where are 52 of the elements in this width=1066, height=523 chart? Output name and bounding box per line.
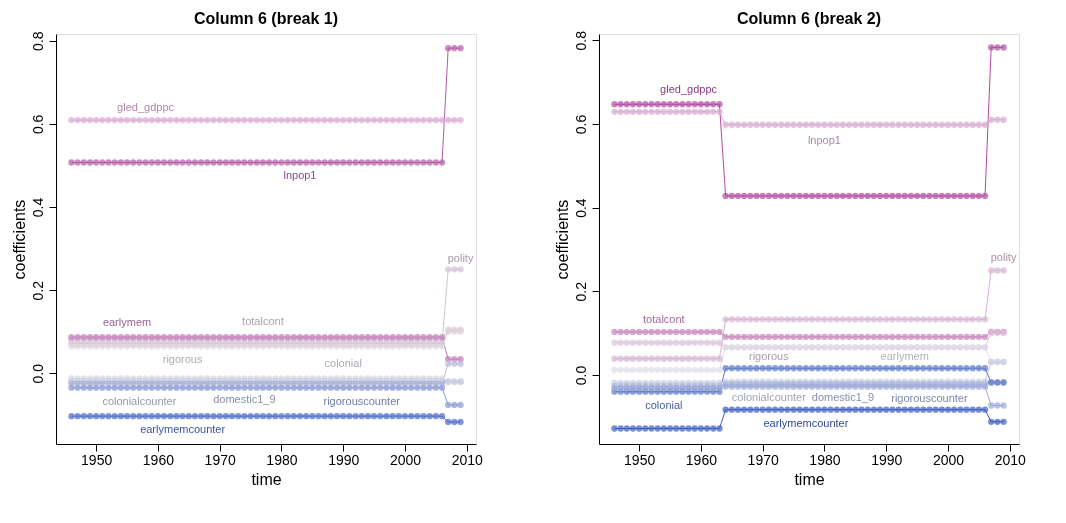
y-tick-label: 0.4	[29, 197, 46, 218]
series-label: earlymemcounter	[763, 416, 849, 429]
series-label: domestic1_9	[213, 392, 276, 405]
x-tick-label: 2000	[389, 451, 422, 468]
x-axis-title: time	[794, 470, 825, 488]
x-tick-label: 1950	[81, 451, 113, 468]
series-label: gled_gdppc	[660, 83, 718, 96]
x-tick-label: 1950	[624, 451, 656, 468]
series-label: lnpop1	[807, 133, 841, 146]
y-axis-title: coefficients	[10, 199, 28, 280]
series-label: earlymemcounter	[140, 423, 226, 436]
series-label: colonialcounter	[731, 390, 807, 403]
x-tick-label: 1990	[871, 451, 903, 468]
series-label: polity	[447, 252, 474, 265]
y-tick-label: 0.2	[29, 280, 46, 301]
series-label: rigorouscounter	[891, 391, 968, 404]
series-label: rigorous	[162, 353, 203, 366]
y-tick-label: 0.0	[572, 365, 589, 386]
y-tick-label: 0.0	[29, 363, 46, 384]
chart-title: Column 6 (break 1)	[193, 9, 339, 27]
x-tick-label: 1960	[142, 451, 175, 468]
y-tick-label: 0.8	[572, 30, 589, 51]
y-tick-label: 0.4	[572, 198, 589, 218]
x-tick-label: 1960	[685, 451, 718, 468]
x-tick-label: 2000	[932, 451, 965, 468]
series-label: earlymem	[880, 350, 929, 363]
y-tick-label: 0.6	[29, 114, 46, 135]
series-label: lnpop1	[283, 169, 317, 182]
x-tick-label: 1980	[266, 451, 298, 468]
series-label: domestic1_9	[811, 391, 875, 404]
x-tick-label: 1980	[809, 451, 841, 468]
series-label: polity	[990, 251, 1017, 264]
series-label: totalcont	[242, 315, 284, 328]
series-label: colonial	[324, 357, 362, 370]
x-tick-label: 1970	[204, 451, 236, 468]
series-label: earlymem	[102, 316, 152, 329]
x-axis-title: time	[251, 470, 282, 488]
chart-title: Column 6 (break 2)	[736, 9, 882, 27]
y-tick-label: 0.2	[572, 281, 589, 302]
series-label: colonialcounter	[102, 394, 177, 407]
x-tick-label: 2010	[994, 451, 1027, 468]
series-label: totalcont	[643, 312, 685, 325]
y-tick-label: 0.8	[29, 31, 46, 51]
series-label: rigorouscounter	[323, 394, 401, 407]
x-tick-label: 1990	[328, 451, 360, 468]
x-tick-label: 1970	[747, 451, 779, 468]
series-label: colonial	[645, 398, 683, 411]
y-tick-label: 0.6	[572, 114, 589, 135]
series-label: gled_gdppc	[117, 101, 175, 114]
series-label: rigorous	[748, 350, 790, 363]
y-axis-title: coefficients	[553, 199, 571, 280]
x-tick-label: 2010	[451, 451, 484, 468]
